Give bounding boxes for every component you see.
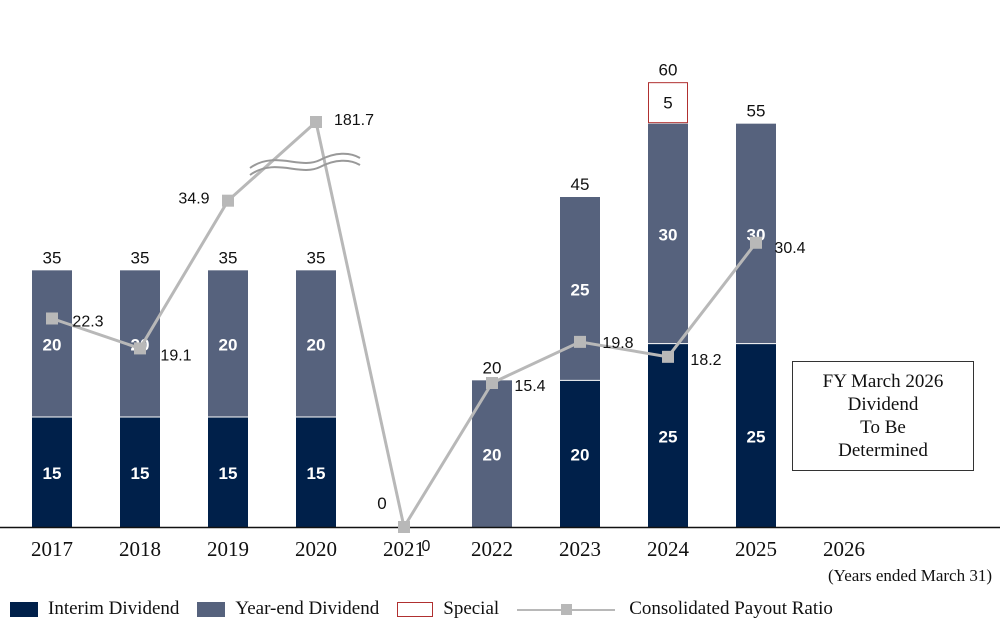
x-tick-2020: 2020 [295,537,337,561]
fy2026-note: FY March 2026 Dividend To Be Determined [792,361,974,471]
value-yearend-2019: 20 [219,336,238,355]
value-yearend-2020: 20 [307,336,326,355]
x-tick-2018: 2018 [119,537,161,561]
payout-marker-2025 [750,236,762,249]
value-interim-2018: 15 [131,464,150,483]
value-interim-2023: 20 [571,446,590,465]
bar-yearend-2017 [32,270,72,417]
payout-marker-2023 [574,335,586,348]
x-tick-2021: 2021 [383,537,425,561]
x-tick-2024: 2024 [647,537,690,561]
payout-label-2019: 34.9 [178,191,209,208]
payout-marker-2022 [486,377,498,390]
payout-label-2021: 0 [422,538,431,555]
bar-interim-2018 [120,417,160,527]
legend-swatch-payout [517,602,616,617]
legend-label-special: Special [443,598,500,619]
total-label-2022: 20 [483,358,502,377]
legend-swatch-special [397,601,434,617]
axis-break-mark-upper [249,152,361,169]
x-tick-2025: 2025 [735,537,777,561]
total-label-2020: 35 [307,248,326,267]
bar-yearend-2025 [736,123,776,344]
legend-label-interim: Interim Dividend [48,598,180,619]
legend-payout: Consolidated Payout Ratio [517,598,833,620]
bar-yearend-2024 [648,123,688,344]
value-interim-2017: 15 [43,464,62,483]
legend-yearend: Year-end Dividend [197,598,379,620]
legend-interim: Interim Dividend [10,598,179,620]
payout-marker-2020 [310,116,322,128]
x-tick-2026: 2026 [823,537,865,561]
total-label-2018: 35 [131,248,150,267]
payout-label-2025: 30.4 [774,240,805,257]
bar-interim-2017 [32,417,72,527]
payout-label-2022: 15.4 [514,378,545,395]
value-yearend-2022: 20 [483,446,502,465]
bar-interim-2024 [648,343,688,527]
payout-marker-2017 [46,312,58,325]
bar-yearend-2019 [208,270,248,417]
x-tick-2017: 2017 [31,537,73,561]
fiscal-year-note: (Years ended March 31) [828,566,992,585]
x-tick-2019: 2019 [207,537,249,561]
legend-swatch-interim [10,601,38,617]
value-yearend-2023: 25 [571,281,590,300]
total-label-2025: 55 [747,102,766,121]
bar-special-2024 [648,82,688,124]
payout-label-2023: 19.8 [602,335,633,352]
value-yearend-2017: 20 [43,336,62,355]
value-interim-2020: 15 [307,464,326,483]
value-yearend-2024: 30 [659,226,678,245]
bar-yearend-2020 [296,270,336,417]
payout-marker-2021 [398,521,410,533]
legend-label-yearend: Year-end Dividend [235,598,380,619]
value-interim-2024: 25 [659,427,678,446]
legend-special: Special [397,598,499,620]
bar-yearend-2023 [560,197,600,381]
value-interim-2025: 25 [747,427,766,446]
payout-label-2017: 22.3 [72,313,103,330]
payout-label-2024: 18.2 [690,352,721,369]
payout-marker-2018 [134,342,146,355]
total-label-2021: 0 [377,494,386,513]
total-label-2019: 35 [219,248,238,267]
legend: Interim Dividend Year-end Dividend Speci… [10,597,851,621]
axis-break-mark-lower [249,159,361,176]
bar-interim-2019 [208,417,248,527]
payout-label-2020: 181.7 [334,112,374,129]
bar-interim-2025 [736,343,776,527]
bar-interim-2020 [296,417,336,527]
bar-interim-2023 [560,380,600,527]
payout-marker-2019 [222,194,234,207]
total-label-2023: 45 [571,175,590,194]
total-label-2017: 35 [43,248,62,267]
value-interim-2019: 15 [219,464,238,483]
value-special-2024: 5 [663,94,672,113]
total-label-2024: 60 [659,61,678,80]
x-tick-2023: 2023 [559,537,601,561]
x-tick-2022: 2022 [471,537,513,561]
payout-label-2018: 19.1 [160,347,191,364]
payout-marker-2024 [662,350,674,363]
legend-label-payout: Consolidated Payout Ratio [629,598,833,619]
legend-swatch-yearend [197,601,226,617]
